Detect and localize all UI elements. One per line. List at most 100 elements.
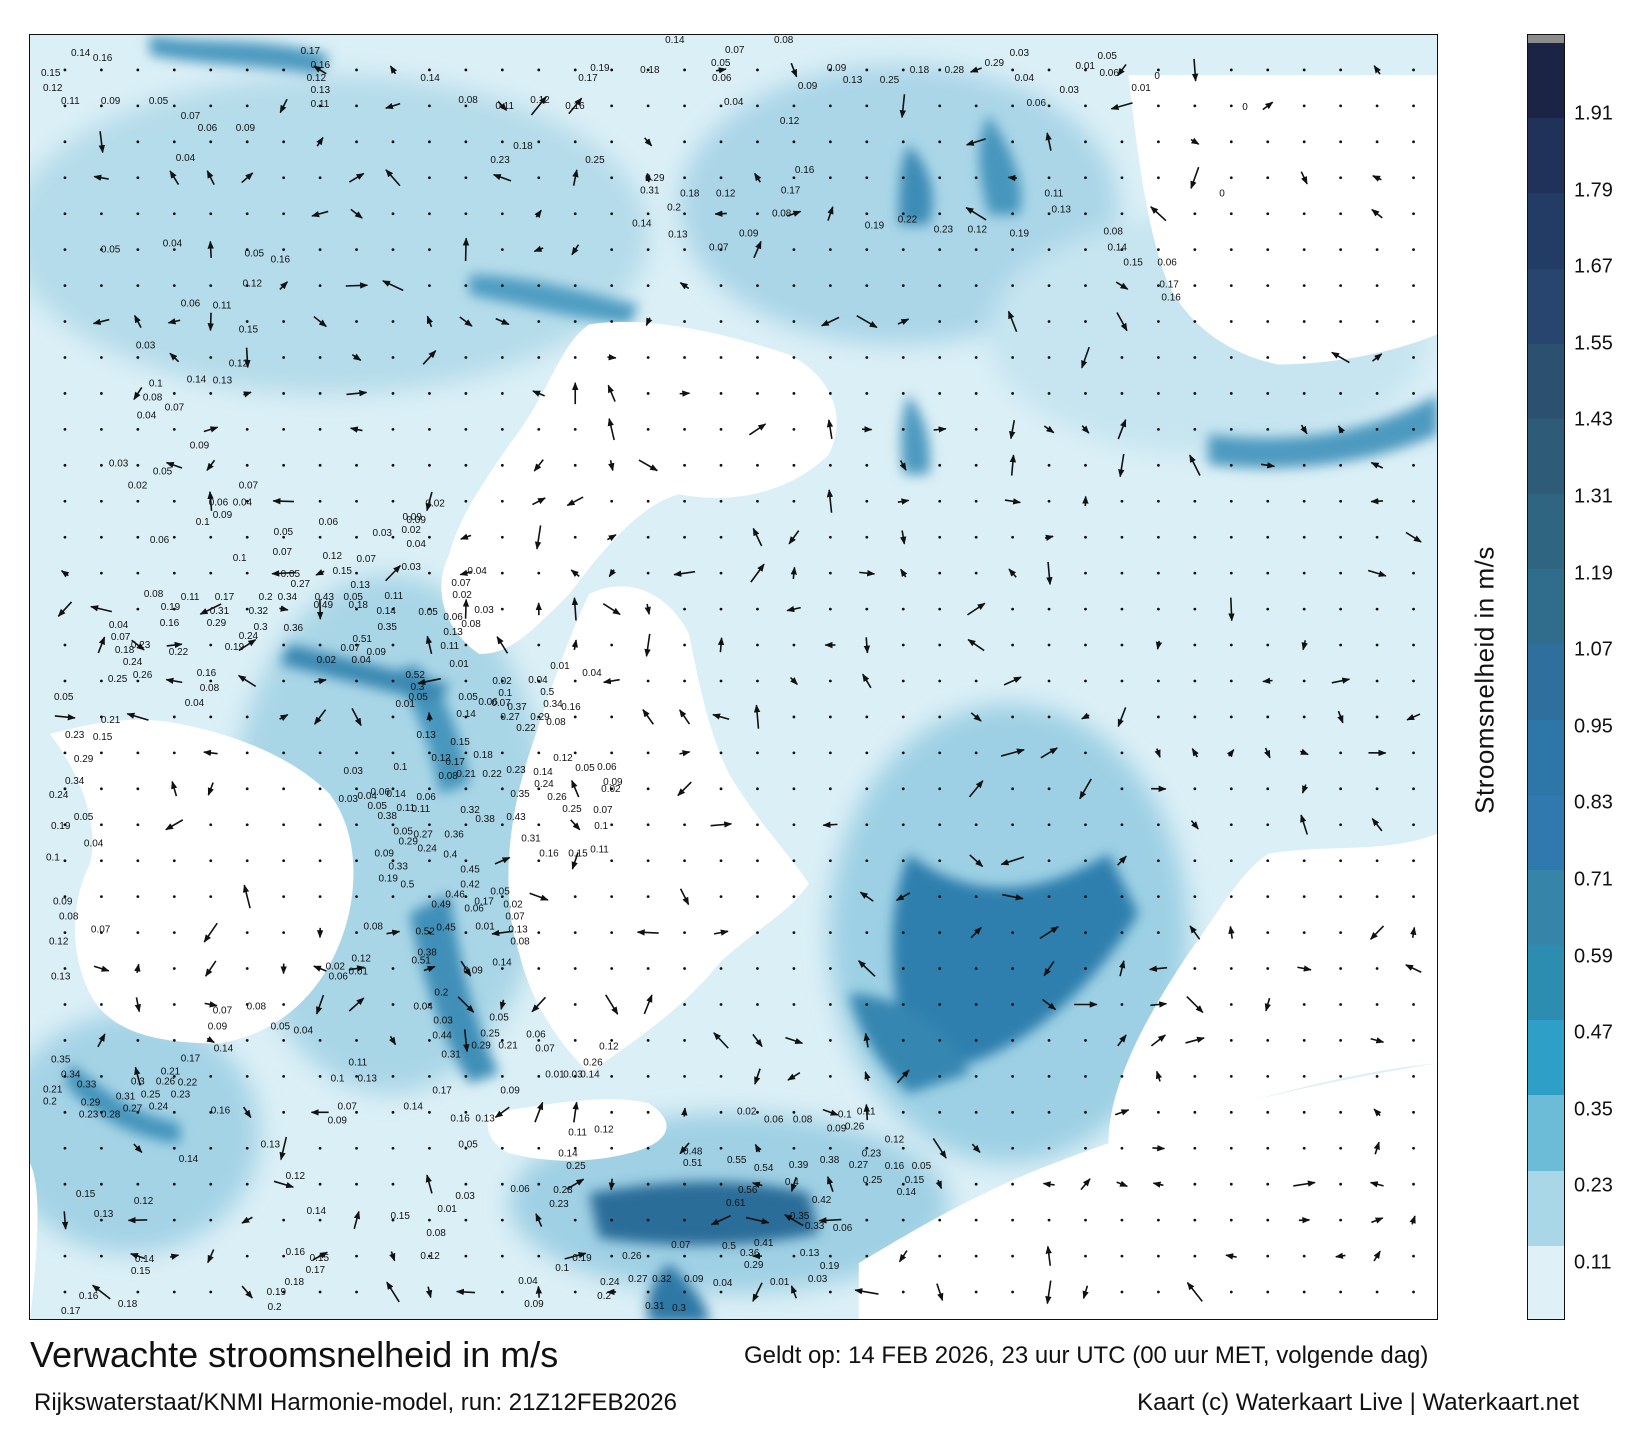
current-arrow — [169, 352, 180, 363]
grid-dot — [1084, 571, 1087, 575]
speed-label: 0.46 — [445, 890, 465, 901]
speed-label: 0.07 — [273, 547, 293, 558]
speed-label: 0.14 — [456, 709, 476, 720]
speed-label: 0.05 — [1097, 51, 1117, 62]
grid-dot — [1193, 1074, 1197, 1078]
colorbar-segment — [1528, 644, 1564, 721]
land-west — [49, 719, 354, 1044]
current-arrow — [602, 603, 621, 616]
grid-dot — [683, 859, 686, 863]
current-arrow — [457, 996, 475, 1013]
current-arrow — [492, 173, 512, 182]
grid-dot — [428, 535, 431, 539]
grid-dot — [1375, 104, 1379, 108]
grid-dot — [1266, 248, 1270, 252]
grid-dot — [1156, 1218, 1160, 1222]
grid-dot — [63, 967, 67, 970]
grid-dot — [500, 68, 504, 72]
grid-dot — [610, 859, 614, 863]
current-arrow — [570, 569, 580, 577]
colorbar-segment — [1528, 43, 1564, 120]
grid-dot — [1193, 320, 1197, 323]
grid-dot — [537, 1074, 541, 1078]
speed-label: 0.23 — [131, 640, 151, 651]
grid-dot — [172, 535, 176, 539]
grid-dot — [537, 176, 541, 180]
current-arrow — [206, 1036, 215, 1044]
grid-dot — [901, 823, 905, 827]
grid-dot — [537, 859, 541, 863]
speed-label: 0.11 — [568, 1127, 587, 1138]
grid-dot — [1266, 1290, 1270, 1294]
current-arrow — [710, 1214, 731, 1226]
grid-dot — [1302, 1146, 1306, 1150]
speed-label: 0.36 — [284, 623, 304, 634]
speed-label: 0.17 — [181, 1053, 201, 1064]
speed-label: 0.29 — [471, 1040, 491, 1051]
speed-label: 0.3 — [672, 1303, 686, 1314]
current-arrow — [787, 1072, 801, 1081]
current-arrow — [1186, 995, 1204, 1014]
grid-dot — [282, 751, 286, 755]
grid-dot — [428, 176, 431, 180]
speed-label: 0.5 — [722, 1241, 736, 1252]
grid-dot — [63, 499, 67, 503]
current-arrow — [243, 391, 252, 398]
grid-dot — [282, 392, 286, 395]
colorbar-segment — [1528, 193, 1564, 270]
current-arrow — [97, 1033, 106, 1048]
current-arrow — [169, 170, 180, 185]
current-arrow — [425, 1286, 433, 1299]
current-arrow — [1150, 206, 1167, 222]
grid-dot — [646, 1110, 650, 1114]
current-arrow — [534, 525, 542, 550]
grid-dot — [683, 1182, 686, 1186]
grid-dot — [865, 140, 869, 144]
current-arrow — [1148, 965, 1168, 972]
speed-label: 0.11 — [349, 1057, 368, 1068]
map-source: Kaart (c) Waterkaart Live | Waterkaart.n… — [1137, 1389, 1579, 1416]
speed-label: 0.05 — [101, 245, 121, 256]
grid-dot — [1229, 176, 1233, 180]
speed-label: 0.06 — [1099, 68, 1119, 79]
speed-label: 0.26 — [133, 670, 153, 681]
grid-dot — [136, 535, 140, 539]
grid-dot — [355, 1290, 358, 1294]
grid-dot — [1120, 392, 1124, 395]
grid-dot — [282, 895, 286, 899]
grid-dot — [1266, 320, 1270, 323]
grid-dot — [828, 571, 832, 575]
grid-dot — [391, 212, 395, 216]
grid-dot — [974, 535, 978, 539]
current-arrow — [1262, 101, 1274, 111]
speed-label: 0.12 — [352, 954, 372, 965]
speed-label: 0.09 — [375, 849, 395, 860]
grid-dot — [245, 68, 249, 72]
current-arrow — [1081, 346, 1090, 369]
current-arrow — [713, 1032, 729, 1049]
grid-dot — [428, 284, 431, 288]
current-arrow — [312, 1251, 328, 1261]
grid-dot — [136, 679, 140, 683]
speed-label: 0.08 — [200, 683, 220, 694]
speed-label: 0.05 — [711, 58, 731, 69]
grid-dot — [865, 176, 869, 180]
current-speed-map[interactable]: 0.14 0.16 0.15 0.12 0.11 0.09 0.05 0.07 0.06 0.09… — [29, 34, 1438, 1320]
current-arrow — [644, 137, 653, 147]
grid-dot — [1084, 1110, 1087, 1114]
grid-dot — [756, 823, 759, 827]
grid-dot — [1120, 679, 1124, 683]
grid-dot — [1375, 679, 1379, 683]
grid-dot — [1375, 643, 1379, 647]
grid-dot — [828, 68, 832, 72]
grid-dot — [209, 1110, 213, 1114]
grid-dot — [1047, 1146, 1051, 1150]
grid-dot — [136, 931, 140, 934]
grid-dot — [428, 1074, 431, 1078]
current-arrow — [714, 210, 727, 217]
speed-label: 0.18 — [349, 600, 369, 611]
grid-dot — [1084, 463, 1087, 467]
current-arrow — [313, 315, 327, 328]
land-areas — [30, 74, 1437, 1319]
grid-dot — [63, 1003, 67, 1006]
